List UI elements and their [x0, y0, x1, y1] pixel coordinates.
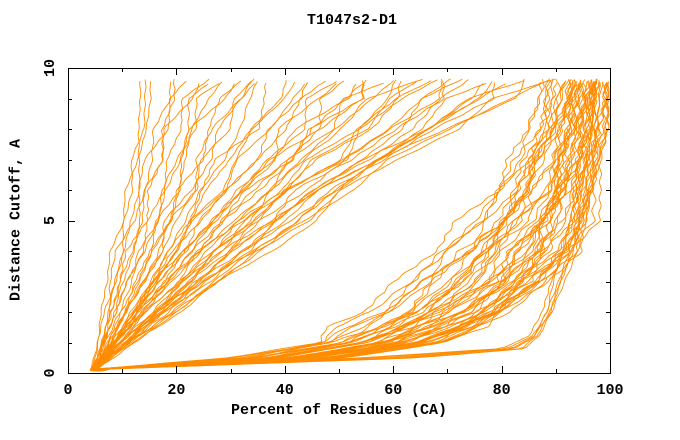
y-tick-label: 5 [42, 216, 59, 225]
x-tick-label: 0 [63, 382, 72, 399]
model-curve [92, 83, 256, 371]
model-curve [96, 83, 583, 372]
model-curve [91, 83, 235, 372]
x-tick-label: 40 [276, 382, 294, 399]
model-curve [91, 79, 147, 371]
model-curve [92, 78, 558, 372]
model-curve [92, 81, 417, 371]
model-curve [93, 79, 397, 371]
y-tick-label: 10 [42, 59, 59, 77]
model-curve [94, 81, 578, 372]
model-curve [100, 80, 592, 372]
curves-layer [89, 78, 610, 372]
model-curve [96, 80, 590, 372]
model-curve [91, 81, 493, 372]
model-curve [96, 81, 595, 372]
model-curve [98, 81, 594, 372]
model-curve [91, 83, 365, 372]
model-curve [99, 82, 600, 372]
model-curve [91, 82, 220, 371]
model-curve [93, 80, 345, 372]
model-curve [92, 79, 545, 372]
model-curve [98, 83, 580, 372]
model-curve [93, 79, 575, 372]
y-tick-label: 0 [42, 368, 59, 377]
model-curve [94, 83, 577, 372]
model-curve [93, 78, 525, 371]
model-curve [95, 79, 574, 372]
model-curve [93, 78, 555, 372]
chart-title: T1047s2-D1 [306, 12, 397, 29]
model-curve [92, 83, 506, 372]
model-curve [100, 80, 598, 372]
model-curve [90, 83, 209, 371]
model-curve [98, 79, 601, 372]
model-curve [93, 80, 551, 372]
model-curve [97, 80, 549, 371]
model-curve [97, 81, 610, 372]
model-curve [96, 81, 596, 372]
x-axis-title: Percent of Residues (CA) [230, 402, 448, 419]
model-curve [97, 80, 582, 372]
model-curve [102, 82, 604, 372]
model-curve [92, 78, 554, 372]
model-curve [97, 83, 573, 372]
x-tick-label: 80 [493, 382, 511, 399]
model-curve [93, 83, 591, 372]
model-curve [93, 80, 364, 372]
model-curve [91, 81, 152, 371]
model-curve [96, 79, 594, 372]
model-curve [91, 82, 562, 372]
model-curve [95, 78, 550, 372]
model-curve [89, 81, 142, 371]
x-tick-label: 100 [596, 382, 623, 399]
plot-frame [68, 68, 611, 374]
model-curve [95, 81, 259, 371]
model-curve [92, 82, 384, 372]
model-curve [90, 78, 423, 372]
model-curve [92, 78, 452, 371]
axis-ticks [68, 68, 611, 374]
model-curve [92, 79, 469, 372]
x-tick-label: 60 [384, 382, 402, 399]
model-curve [90, 81, 252, 372]
x-tick-label: 20 [167, 382, 185, 399]
model-curve [92, 78, 255, 372]
model-curve [92, 80, 326, 371]
model-curve [91, 78, 176, 372]
model-curve [90, 80, 187, 371]
model-curve [101, 82, 601, 372]
model-curve [99, 82, 609, 372]
model-curve [93, 80, 395, 372]
model-curve [94, 82, 596, 372]
model-curve [100, 81, 610, 372]
model-curve [92, 80, 242, 371]
model-curve [91, 80, 337, 371]
model-curve [95, 79, 570, 372]
model-curve [94, 81, 443, 372]
model-curve [92, 79, 438, 371]
model-curve [92, 81, 172, 371]
